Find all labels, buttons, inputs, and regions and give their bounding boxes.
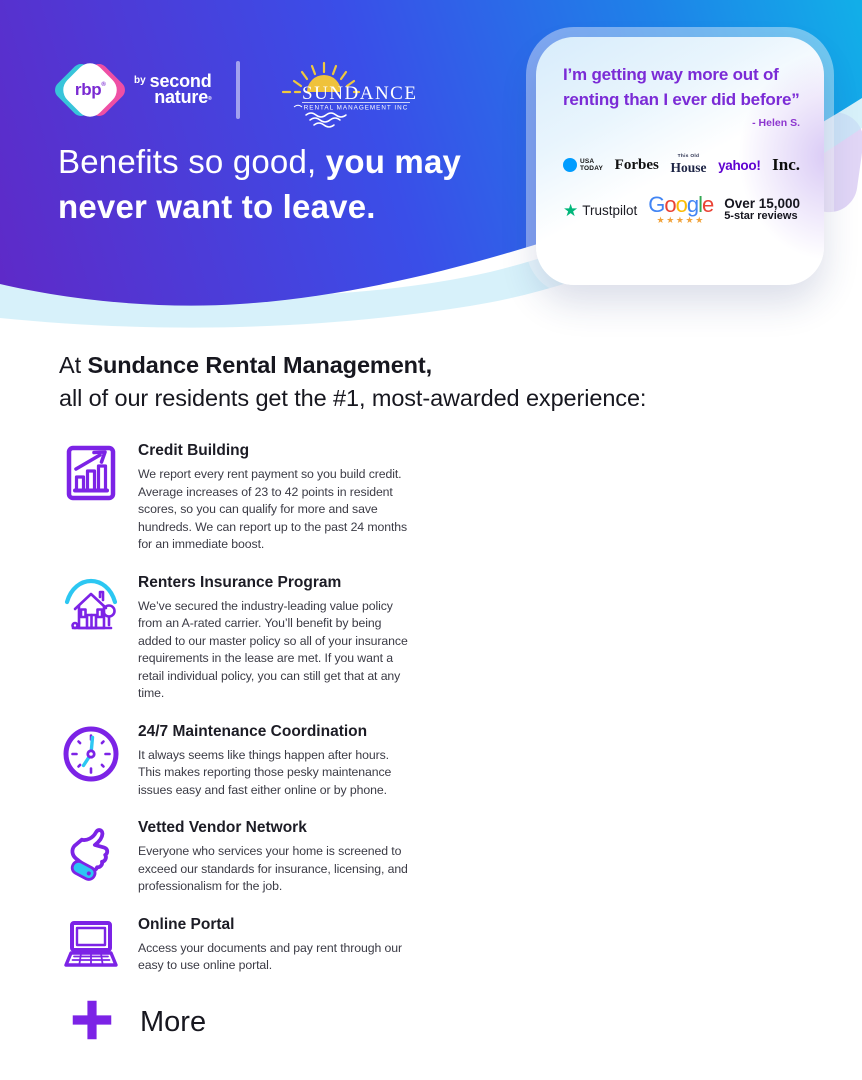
benefit-title: 24/7 Maintenance Coordination bbox=[138, 722, 368, 740]
second-label: second bbox=[149, 71, 212, 91]
google-letter: l bbox=[698, 192, 703, 217]
registered-mark: ® bbox=[208, 96, 212, 102]
testimonial-card-glow: I’m getting way more out of renting than… bbox=[526, 27, 834, 295]
trustpilot-star-icon: ★ bbox=[563, 200, 579, 220]
benefit-title: Vetted Vendor Network bbox=[138, 819, 307, 836]
benefit-item: Online Portal Access your documents and … bbox=[59, 915, 862, 979]
benefits-list: Credit Building We report every rent pay… bbox=[59, 441, 862, 979]
trustpilot-logo: ★ Trustpilot bbox=[563, 200, 638, 220]
rbp-logo: rbp ® bbox=[51, 57, 129, 123]
intro-heading: At Sundance Rental Management, all of ou… bbox=[59, 352, 647, 411]
laptop-icon bbox=[59, 915, 125, 979]
logo-divider bbox=[235, 61, 240, 119]
google-letter: e bbox=[701, 192, 714, 217]
benefit-item: Renters Insurance Program We’ve secured … bbox=[59, 573, 862, 703]
benefits-section: At Sundance Rental Management, all of ou… bbox=[0, 349, 862, 1047]
headline-bold: you may bbox=[325, 143, 462, 180]
second-nature-wordmark: by second nature ® bbox=[134, 71, 212, 107]
inc-logo: Inc. bbox=[772, 155, 800, 174]
benefit-description: We report every rent payment so you buil… bbox=[138, 467, 408, 551]
clock-icon bbox=[59, 722, 125, 800]
headline-regular: Benefits so good, bbox=[58, 143, 326, 180]
benefit-item: Vetted Vendor Network Everyone who servi… bbox=[59, 818, 862, 896]
headline: Benefits so good, you may never want to … bbox=[58, 139, 461, 229]
hero-section: rbp ® by second nature ® SUNDANCE bbox=[0, 0, 862, 340]
headline-line2: never want to leave. bbox=[58, 188, 376, 225]
thumbs-up-icon bbox=[59, 818, 125, 896]
sundance-logo: SUNDANCE RENTAL MANAGEMENT INC bbox=[281, 61, 417, 128]
benefit-title: Credit Building bbox=[138, 442, 250, 459]
usa-today-logo: USA TODAY bbox=[563, 158, 603, 172]
rbp-wordmark: rbp bbox=[74, 79, 102, 99]
google-letter: o bbox=[664, 192, 676, 217]
this-old-house-logo: This Old House bbox=[670, 154, 707, 176]
forbes-logo: Forbes bbox=[614, 156, 659, 173]
logo-row: rbp ® by second nature ® SUNDANCE bbox=[51, 50, 420, 130]
plus-icon bbox=[70, 998, 114, 1047]
review-count: Over 15,000 5-star reviews bbox=[724, 196, 800, 222]
benefit-title: Online Portal bbox=[138, 915, 235, 933]
registered-mark: ® bbox=[101, 81, 106, 88]
sundance-name: SUNDANCE bbox=[302, 83, 417, 104]
benefit-description: We’ve secured the industry-leading value… bbox=[138, 598, 408, 701]
benefit-description: Access your documents and pay rent throu… bbox=[138, 940, 403, 973]
testimonial-attribution: - Helen S. bbox=[752, 117, 800, 129]
by-label: by bbox=[134, 75, 146, 86]
google-letter: g bbox=[686, 192, 699, 217]
testimonial-quote: I’m getting way more out of renting than… bbox=[563, 65, 800, 109]
google-stars-icon: ★★★★★ bbox=[656, 215, 705, 225]
testimonial-card: I’m getting way more out of renting than… bbox=[536, 37, 824, 285]
media-logos-row: USA TODAY Forbes This Old House yahoo! I… bbox=[563, 155, 800, 175]
bar-chart-icon bbox=[59, 441, 125, 554]
benefit-item: Credit Building We report every rent pay… bbox=[59, 441, 862, 554]
usa-today-circle-icon bbox=[563, 158, 577, 172]
rbp-badge: rbp ® bbox=[57, 57, 123, 123]
yahoo-logo: yahoo! bbox=[718, 157, 761, 173]
benefit-item: 24/7 Maintenance Coordination It always … bbox=[59, 722, 862, 800]
more-item: More bbox=[59, 998, 862, 1047]
benefit-description: It always seems like things happen after… bbox=[138, 747, 392, 797]
google-letter: o bbox=[675, 192, 688, 217]
google-letter: G bbox=[648, 192, 665, 217]
more-label: More bbox=[140, 1005, 207, 1038]
benefit-title: Renters Insurance Program bbox=[138, 573, 342, 591]
sundance-tagline: RENTAL MANAGEMENT INC bbox=[303, 105, 408, 112]
benefit-description: Everyone who services your home is scree… bbox=[138, 844, 408, 893]
nature-label: nature bbox=[154, 87, 209, 107]
insured-home-icon bbox=[59, 573, 125, 703]
